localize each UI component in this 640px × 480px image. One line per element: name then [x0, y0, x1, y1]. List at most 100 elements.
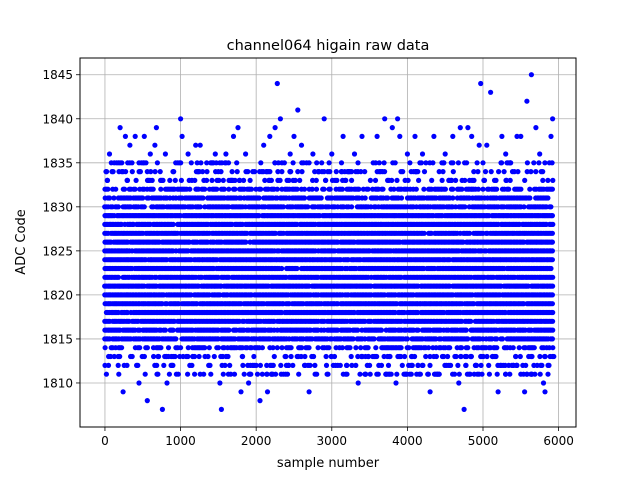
data-point: [315, 345, 321, 351]
data-point: [154, 160, 160, 166]
data-point: [211, 353, 217, 360]
data-point: [299, 345, 305, 351]
data-point: [302, 353, 308, 360]
data-point: [494, 186, 500, 192]
data-point: [503, 177, 509, 183]
data-point: [355, 327, 361, 333]
data-point: [436, 169, 442, 175]
data-point: [254, 371, 261, 377]
data-point: [421, 186, 427, 192]
data-point: [367, 371, 373, 377]
data-point: [478, 362, 484, 368]
data-point: [103, 371, 109, 377]
data-point: [327, 169, 333, 175]
data-point: [365, 186, 371, 192]
data-point: [358, 169, 364, 175]
data-point: [194, 160, 200, 166]
data-point: [297, 177, 303, 183]
data-point: [441, 353, 447, 360]
data-point: [102, 345, 108, 351]
data-point: [241, 177, 247, 183]
data-point: [204, 160, 210, 166]
data-point: [440, 169, 446, 175]
data-point: [389, 177, 395, 183]
data-point: [480, 353, 486, 360]
data-point: [270, 362, 276, 368]
data-point: [207, 362, 213, 368]
data-point: [185, 353, 191, 360]
data-point: [392, 160, 398, 166]
data-point: [141, 204, 147, 210]
data-point: [151, 353, 157, 360]
data-point: [165, 345, 172, 351]
data-point: [218, 169, 224, 175]
data-point: [464, 353, 470, 360]
data-point: [331, 353, 338, 360]
data-point: [479, 371, 485, 377]
data-point: [192, 371, 198, 377]
data-point: [450, 160, 456, 166]
data-point: [104, 169, 110, 175]
data-point: [166, 371, 172, 377]
data-point: [314, 160, 320, 166]
data-point: [353, 362, 359, 368]
data-point: [362, 195, 368, 201]
data-point: [456, 371, 462, 377]
data-point: [378, 327, 385, 333]
data-point: [286, 177, 292, 183]
data-point: [296, 371, 302, 377]
data-point: [299, 169, 305, 175]
data-point: [220, 371, 226, 377]
data-point: [471, 177, 477, 183]
data-point: [321, 186, 327, 192]
data-point: [124, 177, 131, 183]
data-point: [124, 362, 130, 368]
data-point: [507, 371, 513, 377]
data-point: [288, 353, 294, 360]
data-point: [465, 336, 471, 342]
data-point: [221, 186, 227, 192]
data-point: [416, 177, 422, 183]
data-point: [394, 371, 400, 377]
data-point: [122, 186, 128, 192]
data-point: [455, 160, 461, 166]
data-point: [391, 186, 397, 192]
data-point: [439, 177, 445, 183]
data-point: [284, 371, 291, 377]
data-point: [374, 353, 380, 360]
data-point: [160, 177, 166, 183]
data-point: [175, 371, 181, 377]
data-point: [123, 169, 129, 175]
data-point: [301, 195, 308, 201]
data-point: [323, 362, 330, 368]
data-point: [216, 177, 222, 183]
data-point: [363, 371, 369, 377]
data-point: [339, 186, 345, 192]
data-point: [264, 362, 270, 368]
data-point: [226, 327, 232, 333]
data-point: [229, 169, 235, 175]
data-point: [462, 177, 468, 183]
data-point: [270, 345, 276, 351]
data-point: [185, 345, 191, 351]
data-point: [301, 186, 308, 192]
data-point: [404, 336, 410, 342]
data-point: [494, 371, 500, 377]
data-point: [482, 169, 489, 175]
data-point: [185, 371, 191, 377]
data-point: [480, 186, 486, 192]
data-point: [220, 177, 226, 183]
data-point: [278, 362, 284, 368]
data-point: [415, 327, 421, 333]
data-point: [349, 204, 355, 210]
data-point: [258, 160, 264, 166]
data-point: [408, 371, 414, 377]
data-point: [471, 169, 477, 175]
data-point: [425, 371, 431, 377]
data-point: [480, 160, 486, 166]
data-point: [111, 353, 117, 360]
data-point: [154, 362, 160, 368]
data-point: [494, 336, 500, 342]
data-point: [501, 169, 507, 175]
data-point: [240, 353, 246, 360]
